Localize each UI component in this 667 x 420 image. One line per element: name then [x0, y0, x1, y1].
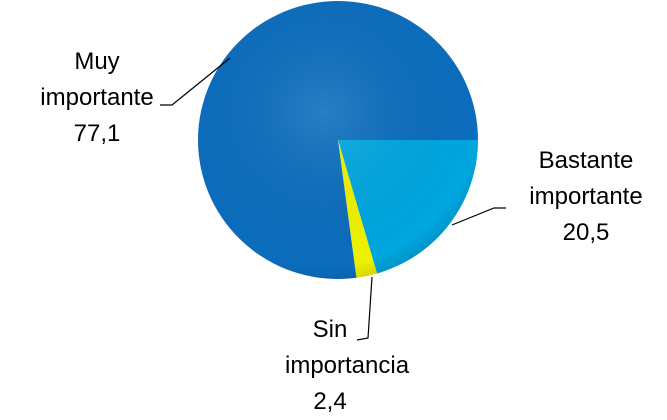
leader-line [160, 57, 231, 106]
leader-line [451, 207, 506, 226]
slice-label: Bastante importante 20,5 [506, 143, 666, 251]
value-label: 2,4 [313, 388, 347, 415]
value-label: 20,5 [562, 219, 610, 246]
slice-label: Sin importancia 2,4 [240, 312, 420, 420]
category-label: Bastante importante [529, 147, 643, 210]
category-label: Muy importante [40, 48, 154, 111]
slice-label: Muy importante 77,1 [22, 44, 172, 152]
category-label: Sin importancia [285, 316, 410, 379]
value-label: 77,1 [73, 120, 121, 147]
leader-line [356, 276, 373, 341]
